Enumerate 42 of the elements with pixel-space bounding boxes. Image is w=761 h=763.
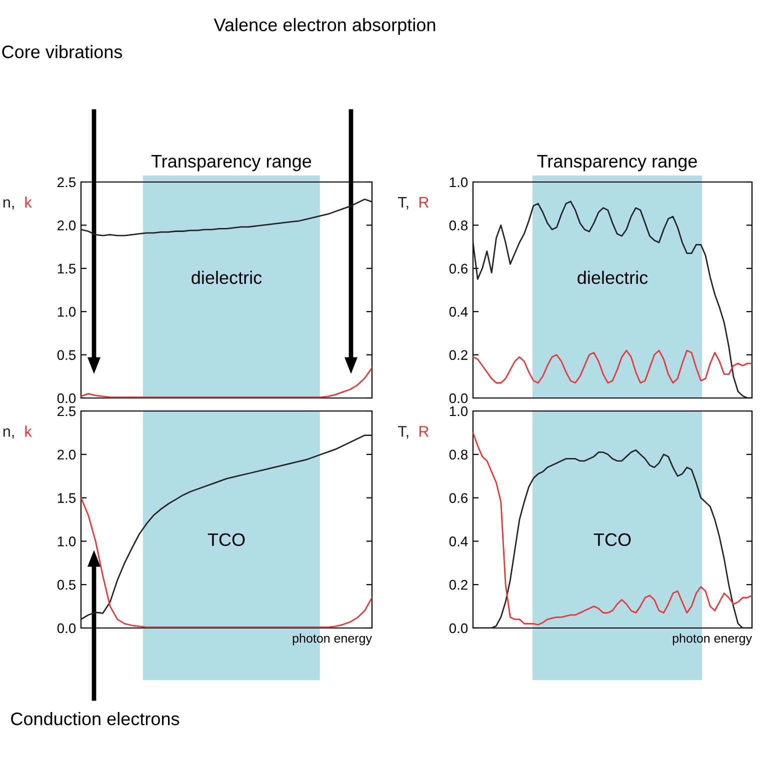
line-series bbox=[81, 198, 372, 236]
annotation: dielectric bbox=[192, 270, 262, 284]
y-tick-label: 1.0 bbox=[450, 406, 468, 416]
y-tick-label: 1.0 bbox=[58, 536, 76, 546]
y-axis-title: n, k bbox=[3, 426, 32, 439]
y-tick-label: 0.2 bbox=[449, 580, 468, 590]
y-tick-label: 0.0 bbox=[57, 393, 76, 404]
annotation: dielectric bbox=[578, 270, 648, 284]
text: Transparency range bbox=[151, 155, 312, 172]
x-axis-title: photon energy bbox=[292, 634, 372, 646]
y-tick-label: 0.6 bbox=[449, 264, 468, 274]
y-tick-label: 0.4 bbox=[449, 306, 468, 317]
y-axis-title: n, k bbox=[3, 196, 32, 210]
y-tick-label: 0.5 bbox=[57, 580, 76, 590]
y-tick-label: 0.0 bbox=[449, 393, 468, 404]
annotation: TCO bbox=[594, 533, 631, 546]
y-tick-label: 2.0 bbox=[58, 450, 76, 460]
y-tick-label: 0.6 bbox=[449, 493, 468, 503]
y-tick-label: 0.2 bbox=[449, 350, 468, 360]
y-tick-label: 2.5 bbox=[58, 177, 76, 188]
y-axis-title: T, R bbox=[398, 197, 429, 210]
x-axis-title: photon energy bbox=[672, 634, 752, 646]
annotation: TCO bbox=[208, 533, 245, 546]
y-axis-title: T, R bbox=[398, 426, 429, 439]
y-tick-label: 0.0 bbox=[57, 623, 76, 634]
y-tick-label: 0.4 bbox=[449, 536, 468, 546]
y-tick-label: 1.5 bbox=[58, 493, 76, 503]
text: Transparency range bbox=[537, 155, 697, 172]
text: Conduction electrons bbox=[11, 712, 180, 726]
line-series bbox=[81, 434, 372, 620]
y-tick-label: 1.5 bbox=[58, 264, 76, 274]
y-tick-label: 0.8 bbox=[449, 220, 468, 230]
y-tick-label: 0.0 bbox=[449, 623, 468, 634]
text: Valence electron absorption bbox=[214, 18, 436, 35]
y-tick-label: 2.0 bbox=[58, 220, 76, 230]
y-tick-label: 2.5 bbox=[58, 406, 76, 416]
line-series bbox=[473, 350, 752, 384]
y-tick-label: 0.5 bbox=[57, 350, 76, 360]
y-tick-label: 1.0 bbox=[450, 177, 468, 188]
y-tick-label: 1.0 bbox=[58, 306, 76, 317]
y-tick-label: 0.8 bbox=[449, 450, 468, 460]
text: Core vibrations bbox=[2, 45, 122, 58]
